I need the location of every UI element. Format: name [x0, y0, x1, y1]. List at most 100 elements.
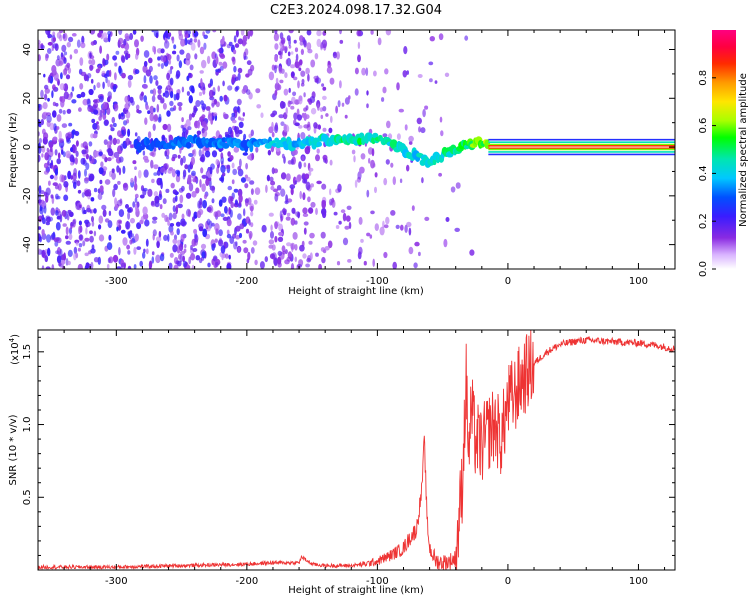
heatmap-cell [243, 133, 247, 140]
heatmap-cell [169, 100, 174, 107]
heatmap-cell [161, 212, 166, 218]
heatmap-cell [136, 222, 142, 230]
heatmap-cell [118, 65, 122, 74]
heatmap-cell [192, 149, 195, 155]
heatmap-cell [132, 201, 136, 208]
heatmap-cell [153, 172, 158, 176]
heatmap-cell [277, 236, 284, 242]
heatmap-cell [179, 243, 184, 252]
heatmap-cell [298, 96, 303, 105]
heatmap-cell [235, 200, 239, 205]
heatmap-cell [200, 243, 207, 250]
heatmap-cell [398, 108, 404, 113]
heatmap-cell [187, 164, 191, 173]
heatmap-cell [52, 37, 57, 42]
heatmap-cell [159, 98, 165, 104]
y-tick-label: 40 [22, 43, 33, 56]
heatmap-cell [165, 85, 171, 91]
heatmap-cell [51, 65, 57, 74]
heatmap-cell [120, 262, 126, 269]
heatmap-cell [228, 254, 231, 260]
heatmap-cell [273, 32, 279, 42]
x-tick-label: -300 [105, 576, 128, 587]
heatmap-cell [89, 30, 96, 35]
heatmap-cell [79, 83, 84, 90]
heatmap-cell [428, 61, 434, 66]
heatmap-cell [440, 130, 444, 137]
heatmap-cell [90, 41, 95, 46]
heatmap-cell [193, 105, 198, 114]
heatmap-cell [122, 237, 128, 246]
heatmap-cell [201, 183, 206, 192]
heatmap-cell [156, 103, 160, 113]
heatmap-cell [339, 30, 342, 35]
heatmap-cell [70, 161, 74, 166]
heatmap-cell [300, 82, 305, 87]
heatmap-cell [360, 238, 364, 243]
heatmap-cell [47, 41, 53, 46]
spectrogram-heatmap [38, 30, 675, 269]
heatmap-cell [52, 182, 58, 187]
heatmap-cell [160, 55, 166, 63]
heatmap-cell [153, 30, 159, 38]
heatmap-cell [106, 107, 111, 116]
heatmap-cell [153, 191, 159, 197]
heatmap-cell [41, 217, 46, 225]
heatmap-cell [118, 209, 125, 218]
heatmap-cell [124, 95, 130, 104]
heatmap-cell [190, 244, 193, 251]
heatmap-cell [71, 129, 76, 135]
heatmap-cell [360, 153, 366, 160]
heatmap-cell [231, 162, 235, 169]
heatmap-cell [184, 244, 187, 249]
heatmap-cell [333, 211, 338, 216]
heatmap-cell [45, 215, 51, 220]
heatmap-cell [357, 54, 361, 63]
heatmap-cell [99, 185, 104, 193]
heatmap-cell [61, 209, 67, 217]
heatmap-cell [302, 207, 308, 214]
heatmap-cell [119, 156, 124, 163]
heatmap-cell [181, 117, 184, 123]
heatmap-cell [169, 252, 174, 258]
snr-frame [37, 329, 676, 571]
heatmap-cell [235, 225, 241, 232]
heatmap-cell [142, 150, 146, 156]
heatmap-cell [98, 115, 102, 121]
heatmap-cell [46, 234, 51, 243]
snr-series-line [38, 330, 675, 570]
heatmap-cell [337, 183, 342, 193]
heatmap-cell [164, 30, 169, 39]
heatmap-cell [145, 104, 150, 110]
heatmap-cell [170, 182, 175, 189]
heatmap-cell [185, 129, 189, 136]
heatmap-cell [61, 259, 66, 265]
heatmap-cell [270, 224, 273, 232]
heatmap-cell [185, 52, 191, 61]
heatmap-cell [348, 221, 352, 230]
heatmap-cell [429, 36, 435, 42]
heatmap-cell [230, 196, 234, 202]
heatmap-cell [370, 30, 374, 35]
heatmap-cell [134, 175, 137, 184]
heatmap-cell [237, 72, 241, 81]
heatmap-cell [366, 90, 369, 96]
heatmap-cell [305, 67, 310, 75]
heatmap-cell [379, 226, 385, 236]
heatmap-cell [147, 188, 153, 197]
heatmap-cell [181, 213, 185, 220]
heatmap-cell [224, 131, 229, 136]
heatmap-cell [315, 207, 318, 215]
heatmap-cell [160, 167, 166, 174]
heatmap-cell [271, 64, 275, 71]
heatmap-cell [303, 227, 307, 235]
heatmap-cell [255, 88, 261, 94]
heatmap-cell [250, 129, 254, 137]
heatmap-cell [104, 179, 111, 185]
heatmap-cell [97, 65, 101, 72]
heatmap-cell [99, 179, 103, 185]
heatmap-cell [279, 45, 284, 50]
heatmap-cell [219, 177, 224, 182]
heatmap-cell [231, 119, 237, 124]
heatmap-cell [310, 183, 314, 188]
